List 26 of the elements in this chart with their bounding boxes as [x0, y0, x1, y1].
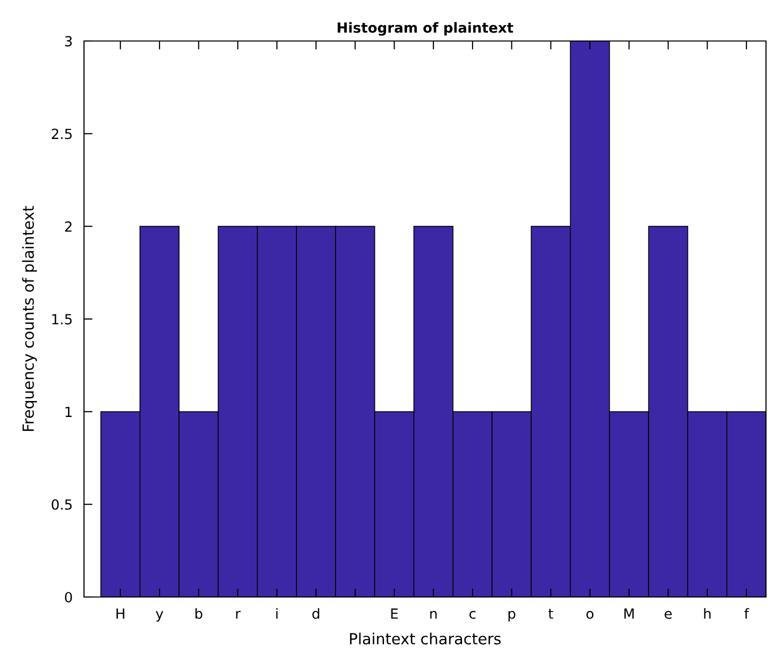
x-tick-label: c	[469, 610, 476, 619]
x-tick-label: e	[664, 610, 672, 619]
y-tick-label: 1	[66, 406, 72, 417]
x-tick-label: y	[156, 611, 164, 622]
x-tick-label: r	[236, 610, 241, 619]
x-tick-label: o	[586, 610, 594, 619]
y-tick-label: 2	[65, 221, 72, 232]
x-tick-label: p	[508, 610, 516, 622]
y-tick-label: 2.5	[52, 128, 72, 140]
x-tick-label: i	[276, 608, 278, 619]
y-tick-label: 1.5	[52, 314, 72, 324]
x-tick-label: E	[391, 608, 398, 619]
x-tick-label: M	[624, 608, 634, 619]
y-tick-label: 0.5	[52, 499, 72, 510]
x-tick-label: b	[195, 608, 202, 619]
y-axis-title: Frequency counts of plaintext	[22, 206, 37, 431]
y-tick-label: 3	[65, 36, 72, 46]
chart-title: Histogram of plaintext	[338, 22, 514, 36]
x-tick-label: n	[430, 610, 437, 619]
x-tick-label: h	[704, 608, 711, 619]
x-tick-label: H	[116, 608, 124, 619]
y-tick-label: 0	[64, 592, 72, 602]
x-tick-label: f	[744, 608, 750, 619]
x-tick-label: t	[548, 608, 554, 619]
x-tick-label: d	[312, 608, 320, 619]
x-axis-title: Plaintext characters	[350, 632, 501, 644]
